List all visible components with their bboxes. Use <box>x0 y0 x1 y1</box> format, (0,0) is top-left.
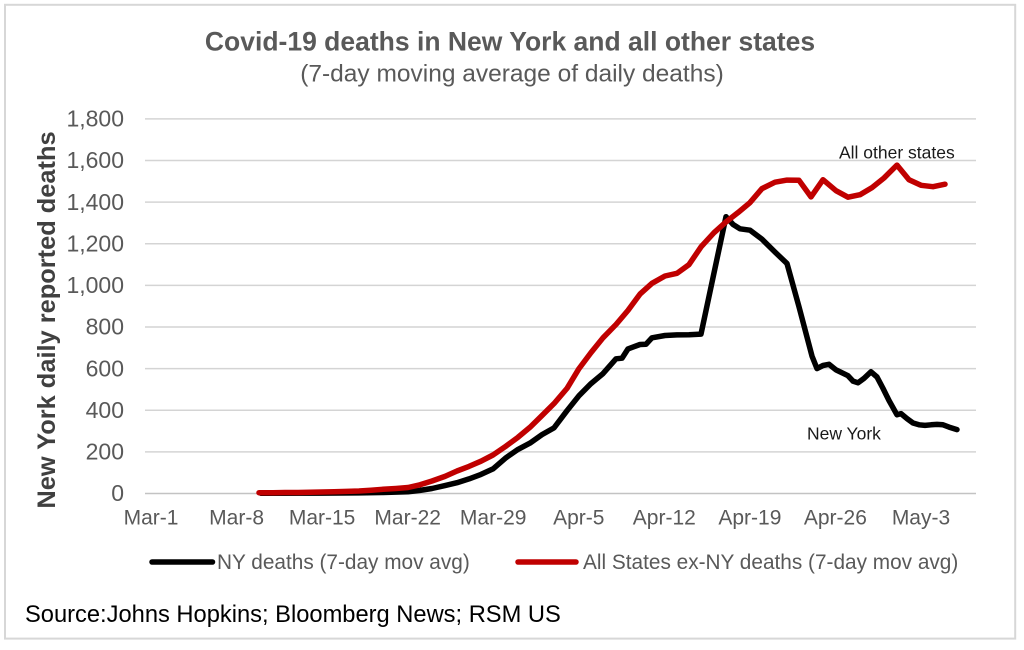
svg-text:400: 400 <box>86 397 124 423</box>
svg-text:Mar-22: Mar-22 <box>374 507 441 530</box>
svg-text:(7-day moving average of daily: (7-day moving average of daily deaths) <box>300 61 724 88</box>
svg-text:200: 200 <box>86 439 124 465</box>
svg-text:May-3: May-3 <box>892 507 950 530</box>
svg-text:New York: New York <box>807 424 881 444</box>
svg-text:Covid-19 deaths in New York an: Covid-19 deaths in New York and all othe… <box>205 26 815 56</box>
svg-text:1,800: 1,800 <box>66 106 124 132</box>
svg-text:0: 0 <box>111 480 124 506</box>
svg-text:Apr-19: Apr-19 <box>718 507 781 530</box>
svg-text:1,600: 1,600 <box>66 147 124 173</box>
svg-text:All States ex-NY deaths (7-day: All States ex-NY deaths (7-day mov avg) <box>583 551 958 574</box>
svg-text:Mar-29: Mar-29 <box>460 507 527 530</box>
svg-text:1,400: 1,400 <box>66 189 124 215</box>
svg-text:Mar-1: Mar-1 <box>124 507 179 530</box>
svg-text:Mar-15: Mar-15 <box>289 507 356 530</box>
svg-text:All other states: All other states <box>839 143 955 163</box>
svg-text:Source:Johns Hopkins; Bloomber: Source:Johns Hopkins; Bloomberg News; RS… <box>25 602 561 628</box>
svg-text:1,000: 1,000 <box>66 272 124 298</box>
svg-text:800: 800 <box>86 314 124 340</box>
svg-text:NY deaths (7-day mov avg): NY deaths (7-day mov avg) <box>217 551 470 574</box>
svg-text:1,200: 1,200 <box>66 231 124 257</box>
svg-text:Apr-26: Apr-26 <box>804 507 867 530</box>
svg-text:Apr-5: Apr-5 <box>553 507 604 530</box>
svg-text:Mar-8: Mar-8 <box>209 507 264 530</box>
svg-text:600: 600 <box>86 355 124 381</box>
svg-text:Apr-12: Apr-12 <box>633 507 696 530</box>
svg-text:New York daily reported deaths: New York daily reported deaths <box>33 131 61 508</box>
